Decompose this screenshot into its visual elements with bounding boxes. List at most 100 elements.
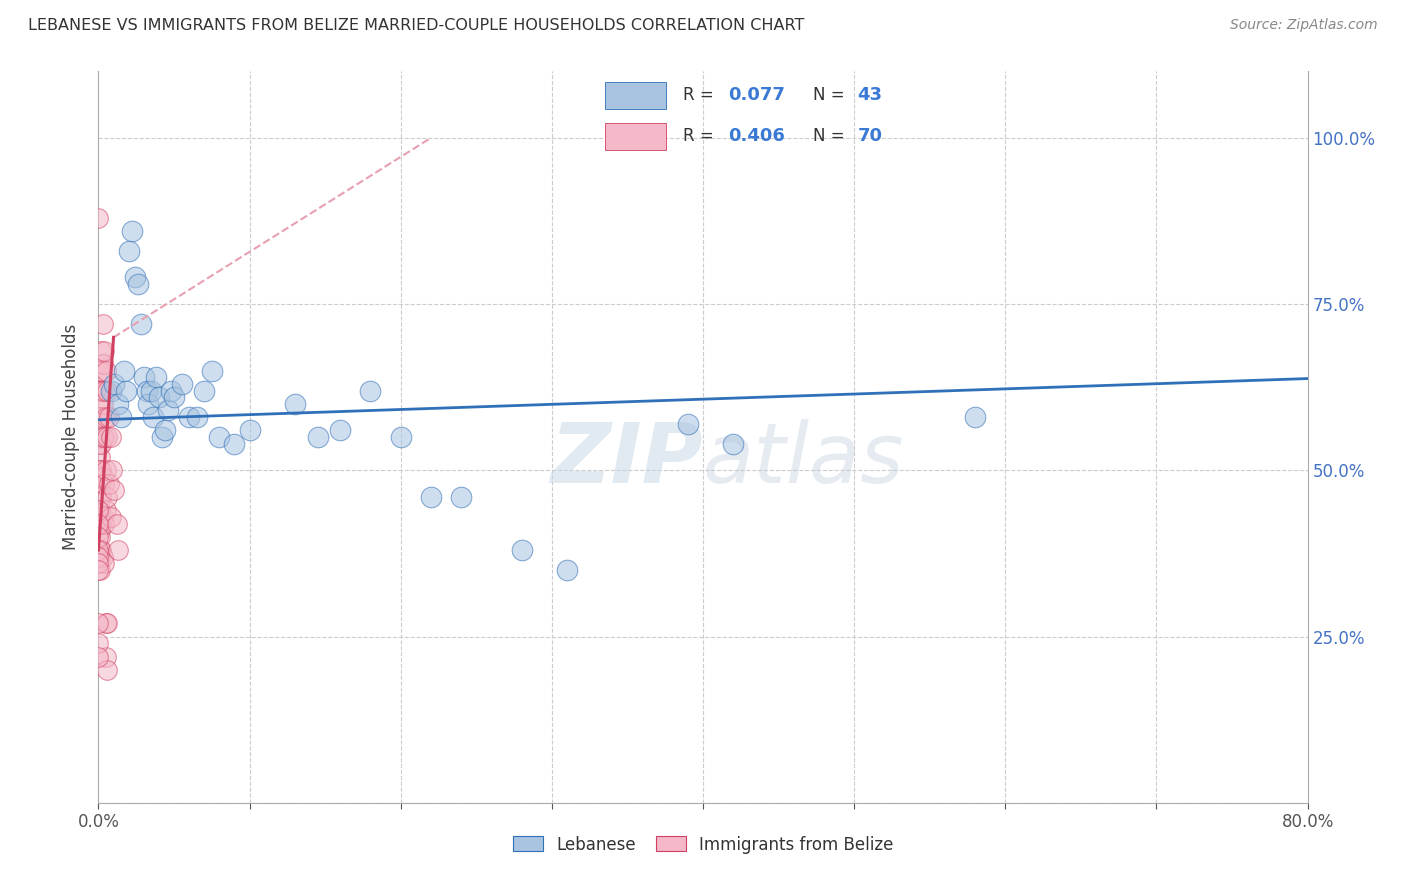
Point xyxy=(145,370,167,384)
Point xyxy=(101,463,124,477)
Point xyxy=(87,530,110,544)
Text: atlas: atlas xyxy=(703,418,904,500)
Point xyxy=(89,363,111,377)
Point xyxy=(103,376,125,391)
Point xyxy=(100,430,122,444)
Text: LEBANESE VS IMMIGRANTS FROM BELIZE MARRIED-COUPLE HOUSEHOLDS CORRELATION CHART: LEBANESE VS IMMIGRANTS FROM BELIZE MARRI… xyxy=(28,18,804,33)
Point xyxy=(389,430,412,444)
Point xyxy=(90,516,112,531)
Text: Source: ZipAtlas.com: Source: ZipAtlas.com xyxy=(1230,18,1378,32)
Point xyxy=(96,384,118,398)
Point xyxy=(89,523,111,537)
Point xyxy=(87,563,110,577)
Point xyxy=(170,376,193,391)
Point xyxy=(150,430,173,444)
Point xyxy=(179,410,201,425)
Point xyxy=(129,317,152,331)
Point xyxy=(87,543,110,558)
Point xyxy=(94,410,117,425)
Point xyxy=(91,317,114,331)
Point xyxy=(94,463,117,477)
Text: N =: N = xyxy=(813,128,849,145)
Point xyxy=(89,530,111,544)
Point xyxy=(89,397,111,411)
Point xyxy=(91,430,114,444)
Point xyxy=(193,384,215,398)
Point xyxy=(87,549,110,564)
Point xyxy=(89,503,111,517)
Point xyxy=(156,403,179,417)
Point xyxy=(676,417,699,431)
Point xyxy=(87,503,110,517)
Point xyxy=(163,390,186,404)
Point xyxy=(90,384,112,398)
Point xyxy=(90,490,112,504)
Text: 70: 70 xyxy=(858,128,883,145)
Point xyxy=(89,463,111,477)
Point xyxy=(420,490,443,504)
Point xyxy=(94,616,117,631)
Point xyxy=(91,509,114,524)
Y-axis label: Married-couple Households: Married-couple Households xyxy=(62,324,80,550)
Point xyxy=(89,424,111,438)
Point xyxy=(142,410,165,425)
Point xyxy=(89,436,111,450)
Point xyxy=(91,470,114,484)
Point xyxy=(100,509,122,524)
Point xyxy=(90,343,112,358)
Point xyxy=(93,343,115,358)
Point xyxy=(93,516,115,531)
Point xyxy=(90,410,112,425)
Point xyxy=(91,397,114,411)
Text: ZIP: ZIP xyxy=(550,418,703,500)
Point xyxy=(148,390,170,404)
Point xyxy=(100,384,122,398)
Bar xyxy=(605,82,666,109)
Point xyxy=(201,363,224,377)
Point xyxy=(239,424,262,438)
Text: N =: N = xyxy=(813,87,849,104)
Point xyxy=(118,244,141,258)
Point xyxy=(90,463,112,477)
Text: R =: R = xyxy=(683,128,720,145)
Point xyxy=(114,384,136,398)
Point xyxy=(89,384,111,398)
Point xyxy=(136,397,159,411)
Point xyxy=(89,509,111,524)
Point xyxy=(87,636,110,650)
Text: R =: R = xyxy=(683,87,720,104)
Point xyxy=(360,384,382,398)
Point xyxy=(329,424,352,438)
Point xyxy=(96,490,118,504)
Point xyxy=(87,516,110,531)
Point xyxy=(186,410,208,425)
Point xyxy=(94,503,117,517)
Point xyxy=(87,616,110,631)
Point xyxy=(93,430,115,444)
Point xyxy=(121,224,143,238)
Point xyxy=(89,490,111,504)
Point xyxy=(93,384,115,398)
Point xyxy=(107,543,129,558)
Point xyxy=(112,363,135,377)
Point xyxy=(89,476,111,491)
Point xyxy=(110,410,132,425)
Point xyxy=(89,549,111,564)
Point xyxy=(96,663,118,677)
Point xyxy=(90,363,112,377)
Point xyxy=(127,277,149,292)
Point xyxy=(89,516,111,531)
Point xyxy=(284,397,307,411)
Point xyxy=(307,430,329,444)
Point xyxy=(96,616,118,631)
Point xyxy=(105,516,128,531)
Text: 0.077: 0.077 xyxy=(728,87,785,104)
Bar xyxy=(605,123,666,150)
Point xyxy=(89,543,111,558)
Point xyxy=(87,649,110,664)
Point xyxy=(94,363,117,377)
Point xyxy=(224,436,246,450)
Point xyxy=(723,436,745,450)
Point xyxy=(87,211,110,225)
Point xyxy=(510,543,533,558)
